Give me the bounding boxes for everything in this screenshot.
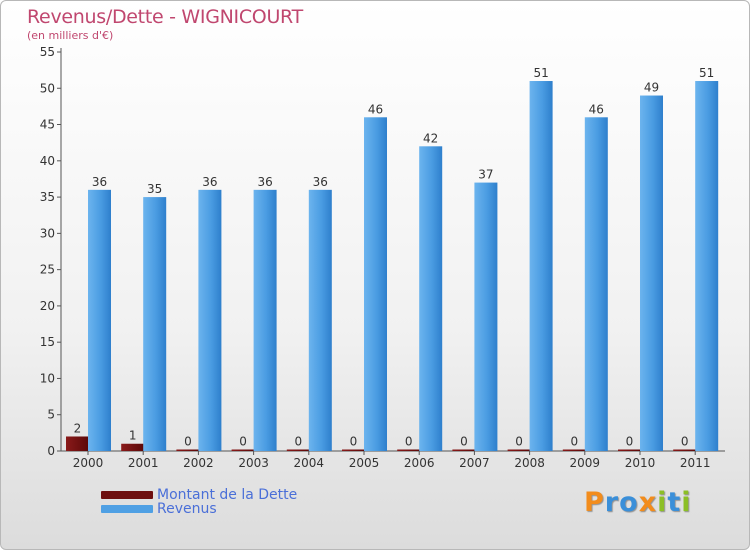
y-tick-label: 55 bbox=[40, 45, 55, 59]
bar-revenus bbox=[143, 197, 167, 451]
proxiti-logo: Proxiti bbox=[584, 487, 692, 518]
bar-revenus bbox=[474, 182, 498, 451]
data-label-revenus: 36 bbox=[92, 175, 107, 189]
data-label-dette: 0 bbox=[184, 435, 192, 449]
bar-revenus bbox=[364, 117, 387, 452]
legend-label-dette: Montant de la Dette bbox=[157, 487, 298, 503]
legend-swatch-dette bbox=[101, 491, 153, 499]
bar-dette bbox=[507, 449, 531, 451]
legend-item-revenus: Revenus bbox=[101, 501, 217, 517]
bar-revenus bbox=[253, 189, 277, 451]
logo-letter: i bbox=[681, 487, 692, 518]
data-label-dette: 0 bbox=[405, 435, 413, 449]
data-label-dette: 2 bbox=[74, 421, 82, 435]
y-tick-label: 15 bbox=[40, 335, 55, 349]
x-tick-label: 2004 bbox=[294, 456, 325, 470]
bar-dette bbox=[121, 443, 145, 451]
bar-revenus bbox=[584, 117, 608, 452]
bar-revenus bbox=[419, 146, 443, 452]
bar-revenus bbox=[88, 189, 111, 451]
y-tick-label: 25 bbox=[40, 263, 55, 277]
logo-letter: P bbox=[584, 487, 605, 518]
bar-dette bbox=[562, 449, 586, 451]
chart-subtitle: (en milliers d'€) bbox=[27, 29, 114, 42]
bar-dette bbox=[231, 449, 255, 451]
data-label-dette: 0 bbox=[515, 435, 523, 449]
data-label-revenus: 46 bbox=[368, 102, 383, 116]
bar-dette bbox=[176, 449, 200, 451]
data-label-dette: 1 bbox=[129, 429, 137, 443]
x-tick-label: 2002 bbox=[183, 456, 214, 470]
data-label-revenus: 36 bbox=[202, 175, 217, 189]
data-label-revenus: 51 bbox=[699, 66, 714, 80]
y-tick-label: 20 bbox=[40, 299, 55, 313]
data-label-revenus: 46 bbox=[589, 102, 604, 116]
data-label-revenus: 49 bbox=[644, 81, 659, 95]
x-tick-label: 2000 bbox=[73, 456, 104, 470]
y-tick-label: 5 bbox=[47, 408, 55, 422]
y-tick-label: 50 bbox=[40, 81, 55, 95]
data-label-revenus: 35 bbox=[147, 182, 162, 196]
data-label-dette: 0 bbox=[570, 435, 578, 449]
legend-swatch-revenus bbox=[101, 505, 153, 513]
x-tick-label: 2010 bbox=[625, 456, 656, 470]
legend-item-dette: Montant de la Dette bbox=[101, 487, 297, 503]
data-label-revenus: 51 bbox=[533, 66, 548, 80]
data-label-dette: 0 bbox=[460, 435, 468, 449]
x-tick-label: 2005 bbox=[349, 456, 380, 470]
x-tick-label: 2003 bbox=[238, 456, 269, 470]
data-label-dette: 0 bbox=[294, 435, 302, 449]
data-label-dette: 0 bbox=[681, 435, 689, 449]
y-tick-label: 40 bbox=[40, 154, 55, 168]
y-tick-label: 30 bbox=[40, 226, 55, 240]
x-tick-label: 2008 bbox=[514, 456, 545, 470]
logo-letter: o bbox=[619, 487, 639, 518]
bar-revenus bbox=[198, 189, 222, 451]
x-tick-label: 2007 bbox=[459, 456, 490, 470]
data-label-dette: 0 bbox=[626, 435, 634, 449]
bar-dette bbox=[452, 449, 476, 451]
bar-dette bbox=[342, 449, 365, 451]
x-tick-label: 2011 bbox=[680, 456, 711, 470]
data-label-revenus: 37 bbox=[478, 168, 493, 182]
bar-dette bbox=[66, 436, 89, 451]
data-label-dette: 0 bbox=[350, 435, 358, 449]
logo-letter: t bbox=[667, 487, 682, 518]
x-tick-label: 2001 bbox=[128, 456, 159, 470]
data-label-revenus: 36 bbox=[257, 175, 272, 189]
bar-dette bbox=[397, 449, 421, 451]
y-tick-label: 0 bbox=[47, 444, 55, 458]
bar-dette bbox=[673, 449, 697, 451]
y-tick-label: 45 bbox=[40, 118, 55, 132]
logo-letter: i bbox=[657, 487, 668, 518]
bar-dette bbox=[286, 449, 310, 451]
bar-dette bbox=[618, 449, 641, 451]
logo-letter: r bbox=[604, 487, 620, 518]
bar-revenus bbox=[308, 189, 332, 451]
data-label-dette: 0 bbox=[239, 435, 247, 449]
y-tick-label: 35 bbox=[40, 190, 55, 204]
bar-revenus bbox=[640, 95, 663, 451]
x-tick-label: 2009 bbox=[570, 456, 601, 470]
bar-revenus bbox=[695, 81, 719, 451]
y-tick-label: 10 bbox=[40, 371, 55, 385]
bar-revenus bbox=[529, 81, 553, 451]
logo-letter: x bbox=[638, 487, 658, 518]
data-label-revenus: 36 bbox=[313, 175, 328, 189]
legend-label-revenus: Revenus bbox=[157, 501, 217, 517]
chart-title: Revenus/Dette - WIGNICOURT bbox=[27, 6, 303, 28]
data-label-revenus: 42 bbox=[423, 131, 438, 145]
x-tick-label: 2006 bbox=[404, 456, 435, 470]
